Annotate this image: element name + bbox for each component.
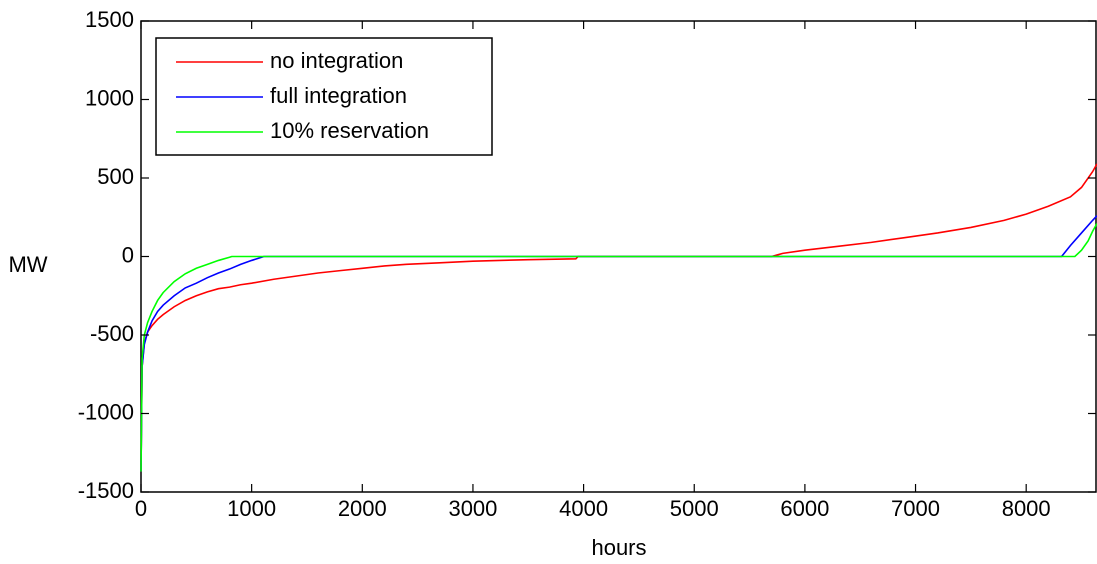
series-layer [140,163,1097,472]
y-tick-label: 1500 [85,7,134,32]
y-tick-label: 500 [97,164,134,189]
tick-layer: 0 1000 2000 3000 4000 5000 6000 7000 80001500100… [78,7,1096,521]
x-tick-label: 2000 [338,496,387,521]
series-line-3 [140,223,1097,472]
x-tick-label: 1000 [227,496,276,521]
y-tick-label: 1000 [85,85,134,110]
y-tick-label: 0 [122,242,134,267]
x-tick-label: 3000 [448,496,497,521]
x-tick-label: 5000 [670,496,719,521]
legend-label-1: no integration [270,48,403,73]
y-tick-label: -500 [90,321,134,346]
x-tick-label: 8000 [1002,496,1051,521]
series-line-2 [140,215,1097,472]
legend: no integration full integration 10% reserv… [155,37,493,156]
x-axis-label: hours [591,535,646,559]
x-tick-label: 4000 [559,496,608,521]
x-tick-label: 6000 [780,496,829,521]
x-tick-label: 0 [135,496,147,521]
x-tick-label: 7000 [891,496,940,521]
legend-label-3: 10% reservation [270,118,429,143]
legend-label-2: full integration [270,83,407,108]
y-axis-label: MW [8,252,47,277]
y-tick-label: -1000 [78,399,134,424]
series-line-1 [140,163,1097,472]
y-tick-label: -1500 [78,478,134,503]
